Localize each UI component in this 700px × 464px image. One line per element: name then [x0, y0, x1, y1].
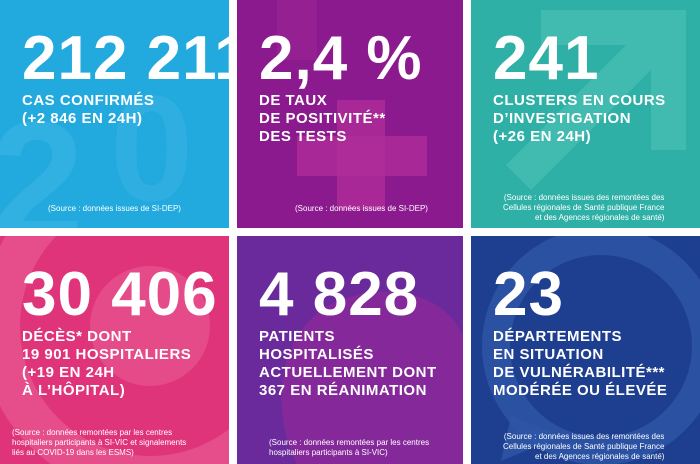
label-line: HOSPITALISÉS — [259, 346, 374, 363]
arrow-up-right-icon — [506, 10, 686, 190]
label-line: PATIENTS — [259, 328, 335, 345]
cas-confirmes-label: CAS CONFIRMÉS (+2 846 EN 24H) — [22, 92, 154, 128]
svg-text:0: 0 — [110, 64, 193, 228]
source-note: (Source : données remontées par les cent… — [269, 438, 429, 458]
source-line: Cellules régionales de Santé publique Fr… — [503, 442, 665, 451]
hospitalises-label: PATIENTS HOSPITALISÉS ACTUELLEMENT DONT … — [259, 328, 437, 400]
departements-label: DÉPARTEMENTS EN SITUATION DE VULNÉRABILI… — [493, 328, 667, 400]
label-line: CLUSTERS EN COURS — [493, 92, 666, 109]
taux-positivite-value: 2,4 % — [259, 24, 423, 93]
source-line: et des Agences régionales de santé) — [535, 452, 665, 461]
svg-text:2: 2 — [0, 87, 85, 228]
source-line: (Source : données issues des remontées d… — [503, 432, 665, 441]
source-note: (Source : données issues de SI-DEP) — [48, 204, 181, 214]
tile-deces: 30 406 DÉCÈS* DONT 19 901 HOSPITALIERS (… — [0, 236, 229, 464]
source-line: (Source : données remontées par les cent… — [269, 438, 430, 447]
source-note: (Source : données remontées par les cent… — [12, 428, 186, 458]
source-line: (Source : données issues de SI-DEP) — [295, 204, 428, 213]
source-line: (Source : données issues de SI-DEP) — [48, 204, 181, 213]
source-note: (Source : données issues des remontées d… — [503, 193, 664, 223]
label-line: DE POSITIVITÉ** — [259, 110, 386, 127]
label-line: CAS CONFIRMÉS — [22, 92, 155, 109]
source-note: (Source : données issues de SI-DEP) — [295, 204, 428, 214]
tile-hospitalises: 4 828 PATIENTS HOSPITALISÉS ACTUELLEMENT… — [237, 236, 463, 464]
label-line: 367 EN RÉANIMATION — [259, 382, 427, 399]
source-line: hospitaliers participants à SI-VIC) — [269, 448, 388, 457]
deces-value: 30 406 — [22, 260, 218, 329]
clusters-value: 241 — [493, 24, 600, 93]
label-line: (+2 846 EN 24H) — [22, 110, 143, 127]
source-line: (Source : données remontées par les cent… — [12, 428, 173, 437]
label-line: À L’HÔPITAL) — [22, 382, 126, 399]
hospitalises-value: 4 828 — [259, 260, 420, 329]
label-line: EN SITUATION — [493, 346, 604, 363]
tile-departements: 23 DÉPARTEMENTS EN SITUATION DE VULNÉRAB… — [471, 236, 700, 464]
cas-confirmes-value: 212 211 — [22, 24, 229, 93]
taux-positivite-label: DE TAUX DE POSITIVITÉ** DES TESTS — [259, 92, 386, 146]
clusters-label: CLUSTERS EN COURS D’INVESTIGATION (+26 E… — [493, 92, 666, 146]
label-line: DÉCÈS* DONT — [22, 328, 132, 345]
watermark-numbers-decoration: 2 0 — [0, 64, 193, 228]
source-line: liés au COVID-19 dans les ESMS) — [12, 448, 134, 457]
label-line: D’INVESTIGATION — [493, 110, 632, 127]
source-line: et des Agences régionales de santé) — [535, 213, 665, 222]
label-line: DES TESTS — [259, 128, 347, 145]
label-line: (+26 EN 24H) — [493, 128, 592, 145]
label-line: ACTUELLEMENT DONT — [259, 364, 437, 381]
plus-sign-decoration — [277, 0, 427, 210]
deces-label: DÉCÈS* DONT 19 901 HOSPITALIERS (+19 EN … — [22, 328, 191, 400]
label-line: 19 901 HOSPITALIERS — [22, 346, 192, 363]
source-line: (Source : données issues des remontées d… — [503, 193, 665, 202]
source-line: Cellules régionales de Santé publique Fr… — [503, 203, 665, 212]
tile-clusters: 241 CLUSTERS EN COURS D’INVESTIGATION (+… — [471, 0, 700, 228]
label-line: MODÉRÉE OU ÉLEVÉE — [493, 382, 668, 399]
label-line: DE TAUX — [259, 92, 328, 109]
speech-bubble-decoration — [482, 236, 700, 464]
tile-taux-positivite: 2,4 % DE TAUX DE POSITIVITÉ** DES TESTS … — [237, 0, 463, 228]
source-note: (Source : données issues des remontées d… — [503, 432, 664, 462]
source-line: hospitaliers participants à SI-VIC et si… — [12, 438, 187, 447]
label-line: (+19 EN 24H — [22, 364, 115, 381]
label-line: DE VULNÉRABILITÉ*** — [493, 364, 666, 381]
tile-cas-confirmes: 2 0 212 211 CAS CONFIRMÉS (+2 846 EN 24H… — [0, 0, 229, 228]
target-circles-decoration — [0, 236, 229, 464]
blob-decoration — [281, 291, 463, 464]
departements-value: 23 — [493, 260, 564, 329]
label-line: DÉPARTEMENTS — [493, 328, 623, 345]
